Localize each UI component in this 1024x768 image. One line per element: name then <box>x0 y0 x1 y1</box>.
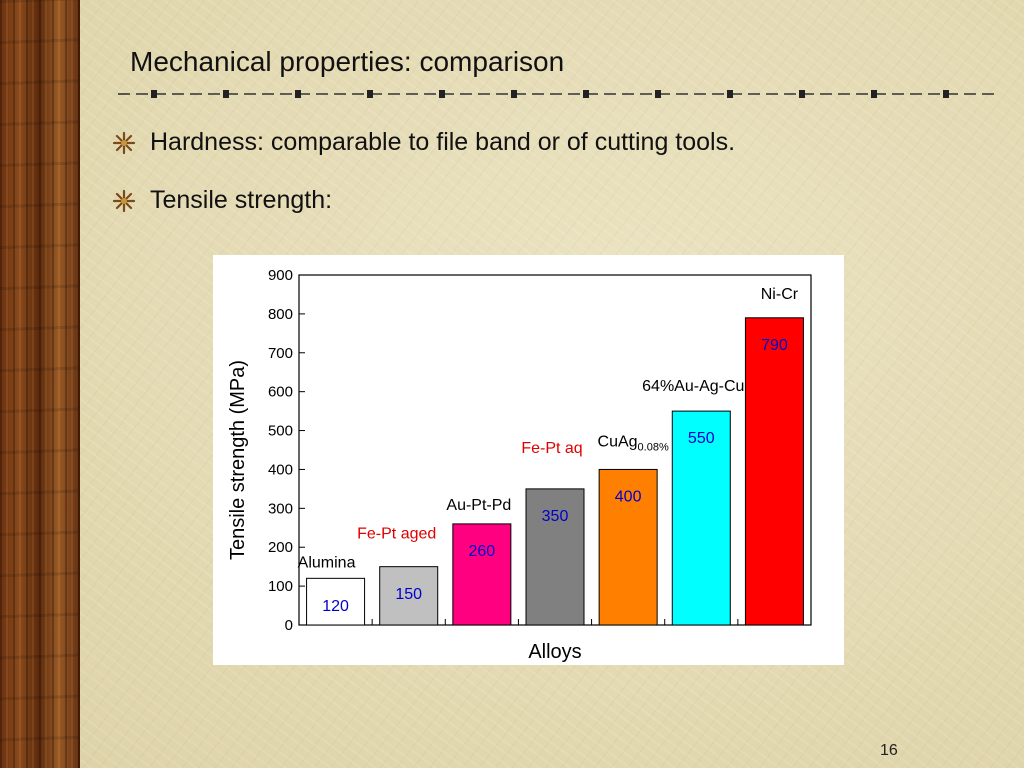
bullet-text: Tensile strength: <box>150 186 333 214</box>
rule-dot <box>223 90 229 98</box>
bar-value-label: 150 <box>395 586 422 603</box>
rule-dot <box>727 90 733 98</box>
category-label: Au-Pt-Pd <box>446 497 511 514</box>
y-tick-label: 600 <box>268 384 293 401</box>
bar <box>744 317 804 626</box>
rule-dot <box>943 90 949 98</box>
y-tick-label: 200 <box>268 539 293 556</box>
y-tick-label: 500 <box>268 423 293 440</box>
bar-value-label: 400 <box>615 488 642 505</box>
bullet-text: Hardness: comparable to file band or of … <box>150 128 736 156</box>
category-label-subscript: 0.08% <box>638 441 669 453</box>
wood-border <box>0 0 80 768</box>
rule-dot <box>439 90 445 98</box>
category-label: Ni-Cr <box>761 286 799 303</box>
bar-value-label: 350 <box>542 508 569 525</box>
bar-value-label: 550 <box>688 430 715 447</box>
y-tick-label: 0 <box>285 617 293 634</box>
category-label: Alumina <box>298 554 356 571</box>
title-divider <box>118 90 998 98</box>
category-label: Fe-Pt aged <box>357 526 436 543</box>
rule-dot <box>151 90 157 98</box>
page-number: 16 <box>880 742 898 759</box>
slide-title: Mechanical properties: comparison <box>130 46 565 77</box>
bar-value-label: 260 <box>469 543 496 560</box>
y-tick-label: 900 <box>268 267 293 284</box>
bar-value-label: 790 <box>761 337 788 354</box>
rule-dot <box>367 90 373 98</box>
category-label: CuAg0.08% <box>598 433 669 453</box>
bar <box>452 523 512 626</box>
bar <box>379 566 439 626</box>
y-tick-label: 300 <box>268 500 293 517</box>
bar <box>306 577 366 626</box>
bar <box>598 468 658 626</box>
rule-dot <box>871 90 877 98</box>
y-tick-label: 800 <box>268 306 293 323</box>
tensile-strength-chart: 0 100 200 300 400 500 600 700 800 900 120 Alumina 15… <box>227 267 812 663</box>
bullet-star-icon <box>112 131 136 155</box>
y-tick-label: 700 <box>268 345 293 362</box>
rule-dot <box>655 90 661 98</box>
rule-dot <box>295 90 301 98</box>
bullet-star-icon <box>112 189 136 213</box>
y-axis-label: Tensile strength (MPa) <box>227 360 249 560</box>
chart-container: 0 100 200 300 400 500 600 700 800 900 120 Alumina 15… <box>213 255 844 665</box>
category-label: 64%Au-Ag-Cu <box>642 378 744 395</box>
bar <box>525 488 585 626</box>
rule-dot <box>583 90 589 98</box>
y-tick-label: 100 <box>268 578 293 595</box>
bar <box>671 410 731 626</box>
rule-dot <box>799 90 805 98</box>
rule-dot <box>511 90 517 98</box>
category-label: Fe-Pt aq <box>521 440 582 457</box>
y-tick-label: 400 <box>268 461 293 478</box>
x-axis-label: Alloys <box>528 641 581 663</box>
bar-value-label: 120 <box>322 598 349 615</box>
